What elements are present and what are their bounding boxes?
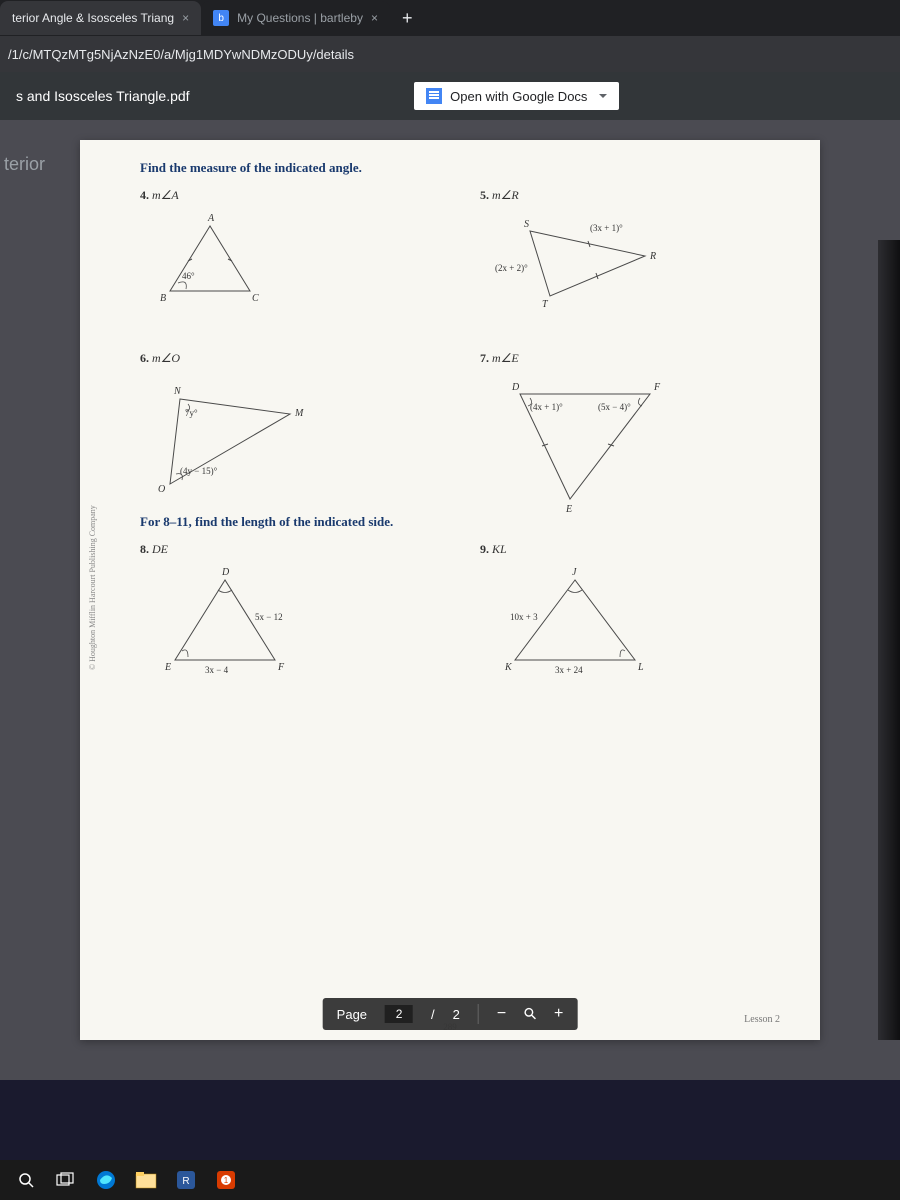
zoom-in-button[interactable]: + bbox=[554, 1005, 563, 1023]
problem-row: 6. m∠O N M O 7y° (4y − 15)° bbox=[140, 351, 780, 484]
svg-text:(5x − 4)°: (5x − 4)° bbox=[598, 402, 631, 412]
svg-text:D: D bbox=[511, 382, 520, 393]
cutoff-text: terior bbox=[0, 150, 49, 179]
diagram-6: N M O 7y° (4y − 15)° bbox=[140, 374, 440, 484]
problem-label: 7. m∠E bbox=[480, 351, 780, 366]
problem-label: 5. m∠R bbox=[480, 188, 780, 203]
page-total: 2 bbox=[453, 1007, 460, 1022]
url-text: /1/c/MTQzMTg5NjAzNzE0/a/Mjg1MDYwNDMzODUy… bbox=[8, 47, 354, 62]
pdf-page: Find the measure of the indicated angle.… bbox=[80, 140, 820, 1040]
search-icon[interactable] bbox=[8, 1164, 44, 1196]
lesson-label: Lesson 2 bbox=[744, 1014, 780, 1025]
svg-text:R: R bbox=[649, 251, 656, 262]
diagram-9: J K L 10x + 3 3x + 24 bbox=[480, 565, 780, 675]
svg-text:C: C bbox=[252, 293, 259, 304]
browser-chrome: terior Angle & Isosceles Triang × b My Q… bbox=[0, 0, 900, 72]
problem-7: 7. m∠E D F E (4x + 1)° (5x − 4)° bbox=[480, 351, 780, 484]
problem-9: 9. KL J K L 10x + 3 3x + 24 bbox=[480, 542, 780, 675]
edge-icon[interactable] bbox=[88, 1164, 124, 1196]
diagram-5: S R T (3x + 1)° (2x + 2)° bbox=[480, 211, 780, 321]
section-header: Find the measure of the indicated angle. bbox=[140, 160, 780, 176]
open-with-docs-button[interactable]: Open with Google Docs bbox=[414, 82, 619, 110]
diagram-7: D F E (4x + 1)° (5x − 4)° bbox=[480, 374, 780, 484]
pdf-filename: s and Isosceles Triangle.pdf bbox=[16, 88, 190, 104]
tab-inactive[interactable]: b My Questions | bartleby × bbox=[201, 1, 390, 35]
svg-text:L: L bbox=[637, 662, 644, 673]
page-sep: / bbox=[431, 1007, 435, 1022]
section-header: For 8–11, find the length of the indicat… bbox=[140, 514, 780, 530]
chevron-down-icon bbox=[599, 94, 607, 98]
app-icon-2[interactable]: 1 bbox=[208, 1164, 244, 1196]
svg-text:(3x + 1)°: (3x + 1)° bbox=[590, 223, 623, 233]
svg-text:K: K bbox=[504, 662, 513, 673]
address-bar[interactable]: /1/c/MTQzMTg5NjAzNzE0/a/Mjg1MDYwNDMzODUy… bbox=[0, 36, 900, 72]
svg-text:O: O bbox=[158, 484, 165, 495]
open-docs-label: Open with Google Docs bbox=[450, 89, 587, 104]
app-icon[interactable]: R bbox=[168, 1164, 204, 1196]
svg-text:F: F bbox=[277, 662, 285, 673]
problem-8: 8. DE D E F 5x − 12 3x − 4 bbox=[140, 542, 440, 675]
svg-text:N: N bbox=[173, 386, 182, 397]
tab-bar: terior Angle & Isosceles Triang × b My Q… bbox=[0, 0, 900, 36]
svg-text:3x + 24: 3x + 24 bbox=[555, 665, 583, 675]
svg-text:E: E bbox=[565, 504, 572, 515]
close-icon[interactable]: × bbox=[371, 11, 378, 25]
favicon-icon: b bbox=[213, 10, 229, 26]
page-input[interactable] bbox=[385, 1005, 413, 1023]
svg-text:10x + 3: 10x + 3 bbox=[510, 612, 538, 622]
document-viewport[interactable]: terior Find the measure of the indicated… bbox=[0, 120, 900, 1080]
zoom-out-button[interactable]: − bbox=[497, 1005, 506, 1023]
svg-text:A: A bbox=[207, 213, 215, 224]
diagram-4: A B C 46° bbox=[140, 211, 440, 321]
page-label: Page bbox=[337, 1007, 367, 1022]
copyright-text: © Houghton Mifflin Harcourt Publishing C… bbox=[88, 505, 97, 670]
svg-text:S: S bbox=[524, 219, 529, 230]
pdf-page-controls: Page / 2 − ⚲ + bbox=[323, 998, 578, 1030]
problem-5: 5. m∠R S R T (3x + 1)° (2x + 2)° bbox=[480, 188, 780, 321]
divider bbox=[478, 1004, 479, 1024]
google-docs-icon bbox=[426, 88, 442, 104]
svg-text:5x − 12: 5x − 12 bbox=[255, 612, 283, 622]
svg-text:(4y − 15)°: (4y − 15)° bbox=[180, 466, 218, 476]
tab-title: terior Angle & Isosceles Triang bbox=[12, 11, 174, 25]
svg-text:7y°: 7y° bbox=[185, 408, 198, 418]
problem-row: 4. m∠A A B C 46° bbox=[140, 188, 780, 321]
problem-row: 8. DE D E F 5x − 12 3x − 4 bbox=[140, 542, 780, 675]
svg-text:J: J bbox=[572, 567, 577, 578]
svg-text:M: M bbox=[294, 408, 304, 419]
svg-text:(4x + 1)°: (4x + 1)° bbox=[530, 402, 563, 412]
svg-text:E: E bbox=[164, 662, 171, 673]
pdf-toolbar: s and Isosceles Triangle.pdf Open with G… bbox=[0, 72, 900, 120]
close-icon[interactable]: × bbox=[182, 11, 189, 25]
zoom-reset-button[interactable]: ⚲ bbox=[519, 1003, 541, 1025]
svg-text:3x − 4: 3x − 4 bbox=[205, 665, 229, 675]
problem-label: 8. DE bbox=[140, 542, 440, 557]
svg-text:(2x + 2)°: (2x + 2)° bbox=[495, 263, 528, 273]
svg-text:D: D bbox=[221, 567, 230, 578]
tab-active[interactable]: terior Angle & Isosceles Triang × bbox=[0, 1, 201, 35]
problem-label: 9. KL bbox=[480, 542, 780, 557]
problem-6: 6. m∠O N M O 7y° (4y − 15)° bbox=[140, 351, 440, 484]
task-view-icon[interactable] bbox=[48, 1164, 84, 1196]
svg-text:B: B bbox=[160, 293, 166, 304]
problem-4: 4. m∠A A B C 46° bbox=[140, 188, 440, 321]
svg-text:R: R bbox=[182, 1176, 189, 1187]
tab-title: My Questions | bartleby bbox=[237, 11, 363, 25]
svg-text:46°: 46° bbox=[182, 271, 195, 281]
problem-label: 6. m∠O bbox=[140, 351, 440, 366]
svg-text:T: T bbox=[542, 299, 549, 310]
problem-label: 4. m∠A bbox=[140, 188, 440, 203]
diagram-8: D E F 5x − 12 3x − 4 bbox=[140, 565, 440, 675]
svg-text:F: F bbox=[653, 382, 661, 393]
explorer-icon[interactable] bbox=[128, 1164, 164, 1196]
svg-text:1: 1 bbox=[224, 1176, 229, 1185]
windows-taskbar: R 1 bbox=[0, 1160, 900, 1200]
new-tab-button[interactable]: + bbox=[390, 8, 425, 29]
monitor-bezel bbox=[878, 240, 900, 1040]
